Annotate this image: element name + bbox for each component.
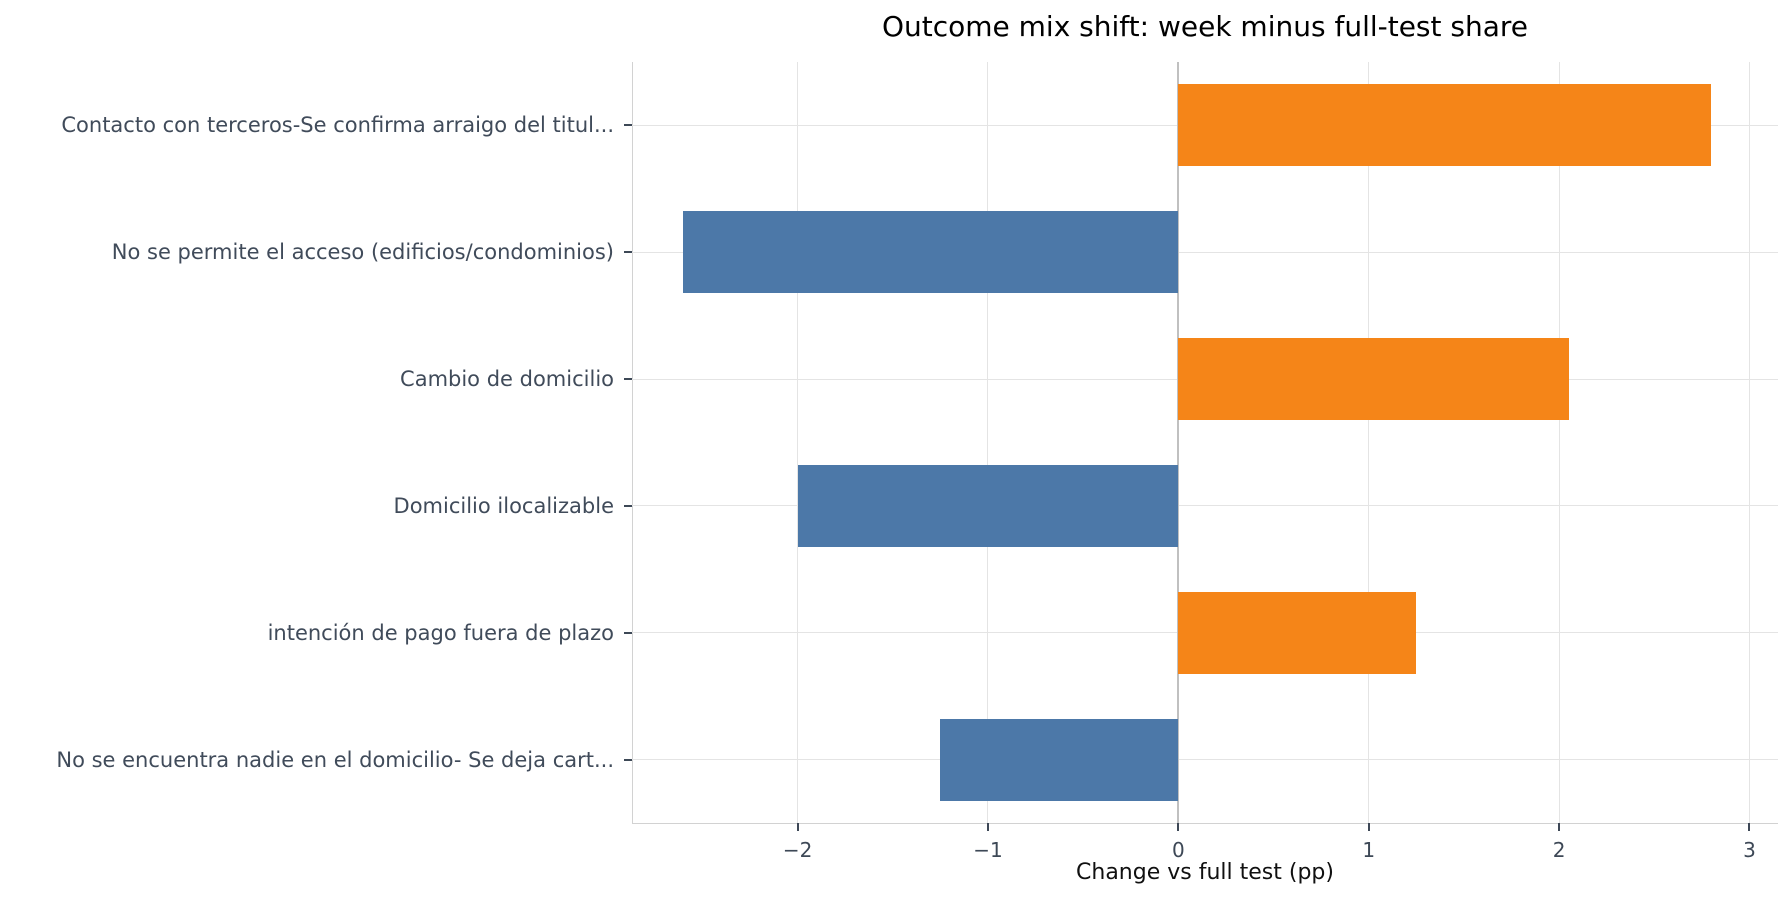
plot-area [632, 62, 1778, 823]
y-axis-tick [624, 251, 632, 254]
y-axis-category-label: No se encuentra nadie en el domicilio- S… [56, 747, 614, 772]
vertical-gridline [1368, 62, 1370, 823]
vertical-gridline [1558, 62, 1560, 823]
zero-reference-line [1177, 62, 1180, 823]
x-axis-tick [1558, 823, 1561, 831]
x-axis-tick [1748, 823, 1751, 831]
vertical-gridline [987, 62, 989, 823]
y-axis-category-label: Cambio de domicilio [400, 367, 614, 392]
bar-positive [1178, 591, 1417, 674]
y-axis-tick [624, 124, 632, 127]
horizontal-gridline [632, 505, 1778, 507]
y-axis-category-label: Domicilio ilocalizable [393, 493, 614, 518]
x-axis-tick [1367, 823, 1370, 831]
y-axis-tick [624, 758, 632, 761]
bar-negative [940, 718, 1179, 801]
horizontal-gridline [632, 759, 1778, 761]
bar-negative [797, 464, 1179, 547]
vertical-gridline [1748, 62, 1750, 823]
bar-positive [1178, 84, 1712, 167]
x-axis-tick-label: −1 [973, 838, 1003, 862]
x-axis-tick-label: −2 [782, 838, 813, 862]
horizontal-gridline [632, 251, 1778, 253]
x-axis-tick [796, 823, 799, 831]
x-axis-tick-label: 1 [1362, 838, 1376, 862]
x-axis-line [632, 823, 1778, 824]
y-axis-category-label: Contacto con terceros-Se confirma arraig… [61, 113, 614, 138]
bar-positive [1178, 338, 1569, 421]
y-axis-category-label: No se permite el acceso (edificios/condo… [111, 240, 614, 265]
y-axis-tick [624, 378, 632, 381]
chart-title: Outcome mix shift: week minus full-test … [881, 10, 1529, 43]
y-axis-tick [624, 631, 632, 634]
x-axis-tick-label: 0 [1171, 838, 1185, 862]
x-axis-tick [1177, 823, 1180, 831]
y-axis-category-label: intención de pago fuera de plazo [267, 620, 614, 645]
x-axis-tick-label: 3 [1743, 838, 1756, 862]
y-axis-spine [632, 62, 633, 823]
y-axis-tick [624, 504, 632, 507]
x-axis-tick [986, 823, 989, 831]
vertical-gridline [797, 62, 799, 823]
x-axis-label: Change vs full test (pp) [1076, 860, 1334, 885]
bar-negative [683, 211, 1179, 294]
x-axis-tick-label: 2 [1552, 838, 1566, 862]
